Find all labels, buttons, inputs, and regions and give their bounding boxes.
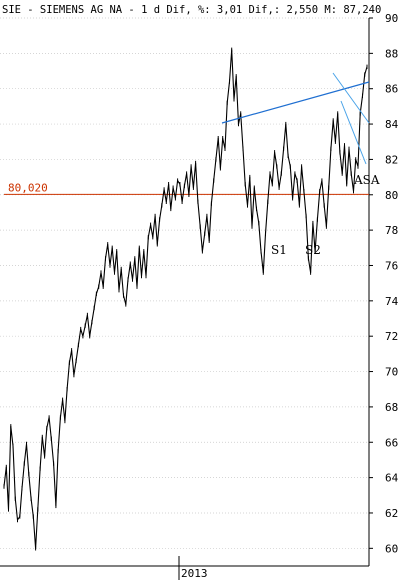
y-tick-label-70: 70 [385, 366, 398, 379]
channel-upper-line [332, 72, 370, 124]
y-tick-label-78: 78 [385, 224, 398, 237]
y-tick-label-88: 88 [385, 47, 398, 60]
x-tick-label-2013: 2013 [181, 567, 208, 580]
series-line-0 [3, 49, 368, 549]
y-tick-label-66: 66 [385, 436, 398, 449]
support-level-label: 80,020 [8, 181, 48, 194]
y-tick-label-84: 84 [385, 118, 399, 131]
channel-lower-line [340, 100, 367, 165]
annotation-asa: ASA [353, 173, 380, 187]
annotation-s1: S1 [271, 243, 287, 257]
y-tick-label-68: 68 [385, 401, 398, 414]
y-tick-label-76: 76 [385, 259, 398, 272]
y-tick-label-64: 64 [385, 472, 399, 485]
annotation-s2: S2 [305, 243, 321, 257]
chart-header: SIE - SIEMENS AG NA - 1 d Dif, %: 3,01 D… [2, 4, 381, 16]
y-tick-label-72: 72 [385, 330, 398, 343]
price-series [3, 47, 368, 551]
y-tick-label-86: 86 [385, 83, 398, 96]
y-tick-label-62: 62 [385, 507, 398, 520]
y-axis-ticks: 60 62 64 66 68 70 72 74 76 78 80 82 84 86 88 90 [369, 12, 399, 555]
y-tick-label-90: 90 [385, 12, 398, 25]
y-tick-label-74: 74 [385, 295, 399, 308]
y-tick-label-82: 82 [385, 153, 398, 166]
y-tick-label-60: 60 [385, 542, 398, 555]
y-tick-label-80: 80 [385, 189, 398, 202]
